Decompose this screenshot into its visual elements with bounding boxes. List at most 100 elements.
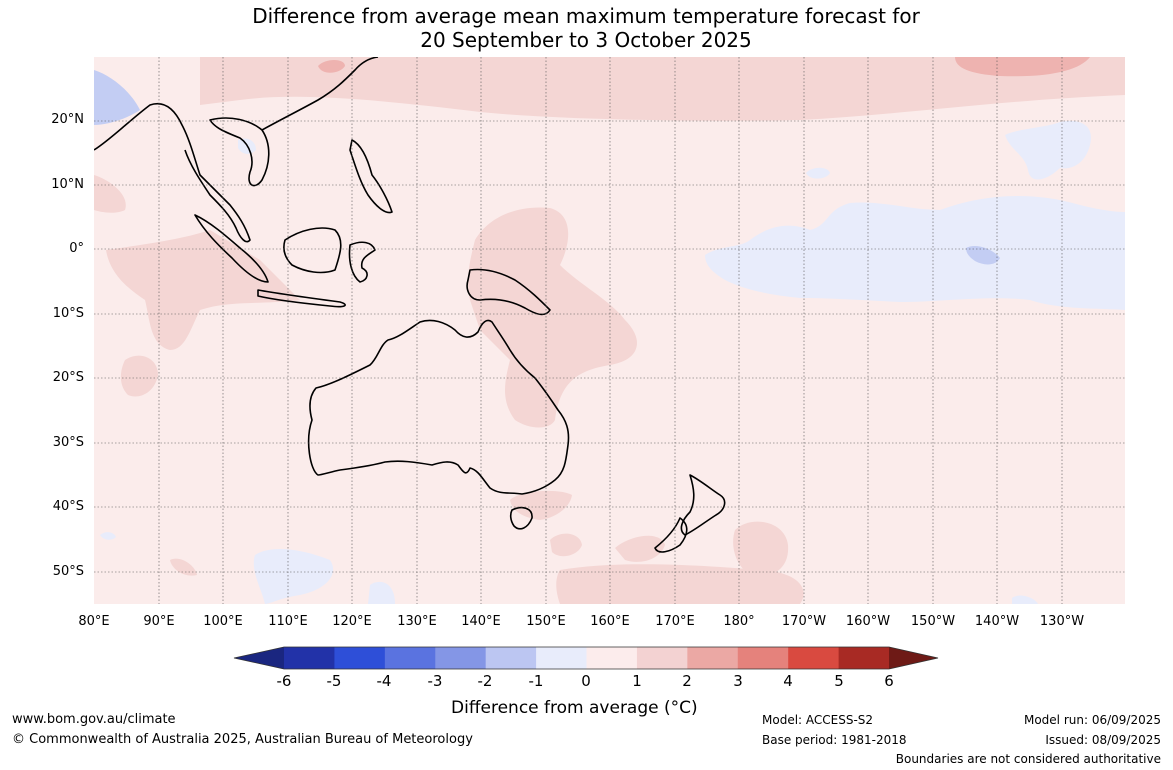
cool-region-south-3 <box>1012 595 1038 604</box>
colorbar-segment <box>485 647 537 669</box>
warm-region-southern-indian <box>120 355 158 397</box>
lon-label: 130°W <box>1039 614 1085 629</box>
sumatra-coast <box>194 214 269 283</box>
borneo-coast <box>283 227 342 274</box>
cool-region-equatorial-strong <box>966 246 1000 265</box>
warm-region-south-5 <box>170 558 197 576</box>
colorbar-tick-label: 6 <box>884 672 894 690</box>
sulawesi-coast <box>348 241 376 283</box>
warm-region-new-guinea <box>467 207 637 428</box>
lon-label: 140°W <box>974 614 1020 629</box>
lat-label: 50°S <box>52 564 84 579</box>
philippines-coast <box>349 139 393 214</box>
lon-label: 140°E <box>461 614 501 629</box>
colorbar-tick-label: 5 <box>834 672 844 690</box>
java-coast <box>257 289 346 308</box>
warm-region-indian-ocean <box>106 230 300 350</box>
map-title: Difference from average mean maximum tem… <box>0 4 1173 52</box>
title-line-2: 20 September to 3 October 2025 <box>420 28 752 52</box>
colorbar <box>233 646 939 670</box>
colorbar-tick-label: -6 <box>276 672 292 690</box>
cool-region-small <box>806 167 830 179</box>
colorbar-tick-label: -5 <box>326 672 342 690</box>
colorbar-tick-label: 1 <box>632 672 642 690</box>
colorbar-title-unit: °C <box>670 698 692 718</box>
colorbar-tick-label: -4 <box>376 672 392 690</box>
colorbar-tick-label: -1 <box>528 672 544 690</box>
colorbar-segment <box>435 647 487 669</box>
colorbar-segment <box>838 647 890 669</box>
lon-label: 110°E <box>268 614 308 629</box>
warm-region-north-strong <box>955 57 1090 77</box>
cool-region-tibet <box>94 70 140 125</box>
warm-region-north <box>200 57 1125 121</box>
lat-label: 20°S <box>52 370 84 385</box>
new-zealand-south-coast <box>654 517 688 553</box>
lon-label: 170°W <box>781 614 827 629</box>
new-guinea-coast <box>466 268 551 316</box>
new-zealand-north-coast <box>680 474 726 536</box>
colorbar-tick-label: -3 <box>427 672 443 690</box>
warm-region-south-3 <box>733 521 789 577</box>
footer-copyright: © Commonwealth of Australia 2025, Austra… <box>12 732 473 747</box>
cool-region-south-4 <box>100 532 116 540</box>
title-line-1: Difference from average mean maximum tem… <box>252 4 920 28</box>
graticule <box>94 57 1125 604</box>
lon-label: 150°W <box>910 614 956 629</box>
map-field <box>94 57 1125 604</box>
cool-region-north-pacific <box>1005 120 1091 180</box>
colorbar-segment <box>687 647 739 669</box>
australia-coast <box>307 319 570 495</box>
colorbar-segment <box>334 647 386 669</box>
footer-website: www.bom.gov.au/climate <box>12 712 176 727</box>
warm-region-south-4 <box>556 564 804 604</box>
colorbar-tick-label: 2 <box>682 672 692 690</box>
colorbar-segment <box>737 647 789 669</box>
tasmania-coast <box>509 506 533 530</box>
lat-label: 0° <box>69 241 84 256</box>
cool-region-south-1 <box>253 548 334 604</box>
colorbar-title: Difference from average (°C) <box>451 698 698 718</box>
colorbar-extend-high <box>889 647 938 669</box>
lon-label: 100°E <box>203 614 243 629</box>
lon-label: 160°E <box>590 614 630 629</box>
warm-region-west <box>94 175 126 213</box>
footer-model: Model: ACCESS-S2 <box>762 713 874 727</box>
colorbar-segment <box>586 647 638 669</box>
colorbar-outline <box>233 646 939 670</box>
colorbar-segment <box>536 647 588 669</box>
colorbar-tick-label: 3 <box>733 672 743 690</box>
warm-region-south-2 <box>615 535 665 562</box>
lon-label: 160°W <box>845 614 891 629</box>
cool-region-south-2 <box>368 581 395 604</box>
warm-region-south-1 <box>550 533 582 557</box>
lat-label: 10°S <box>52 306 84 321</box>
colorbar-segment <box>636 647 688 669</box>
lon-label: 180° <box>723 614 755 629</box>
warm-region-asia <box>318 60 345 73</box>
lon-label: 170°E <box>655 614 695 629</box>
lat-label: 40°S <box>52 499 84 514</box>
lon-label: 130°E <box>397 614 437 629</box>
colorbar-tick-label: 4 <box>783 672 793 690</box>
lat-label: 10°N <box>51 177 84 192</box>
footer-base-period: Base period: 1981-2018 <box>762 733 907 747</box>
footer-disclaimer: Boundaries are not considered authoritat… <box>895 752 1161 766</box>
warm-region-tasman <box>510 490 572 520</box>
colorbar-segment <box>284 647 335 669</box>
lat-label: 20°N <box>51 112 84 127</box>
colorbar-tick-label: -2 <box>477 672 493 690</box>
colorbar-extend-low <box>234 647 284 669</box>
lon-label: 120°E <box>332 614 372 629</box>
footer-model-run: Model run: 06/09/2025 <box>1023 713 1161 727</box>
colorbar-segment <box>384 647 436 669</box>
cool-region-equatorial-pacific <box>705 195 1125 310</box>
colorbar-tick-label: 0 <box>581 672 591 690</box>
lat-label: 30°S <box>52 435 84 450</box>
colorbar-title-suffix: ) <box>691 698 698 718</box>
lon-label: 150°E <box>526 614 566 629</box>
lon-label: 90°E <box>143 614 175 629</box>
lon-label: 80°E <box>78 614 110 629</box>
footer-issued: Issued: 08/09/2025 <box>1045 733 1161 747</box>
